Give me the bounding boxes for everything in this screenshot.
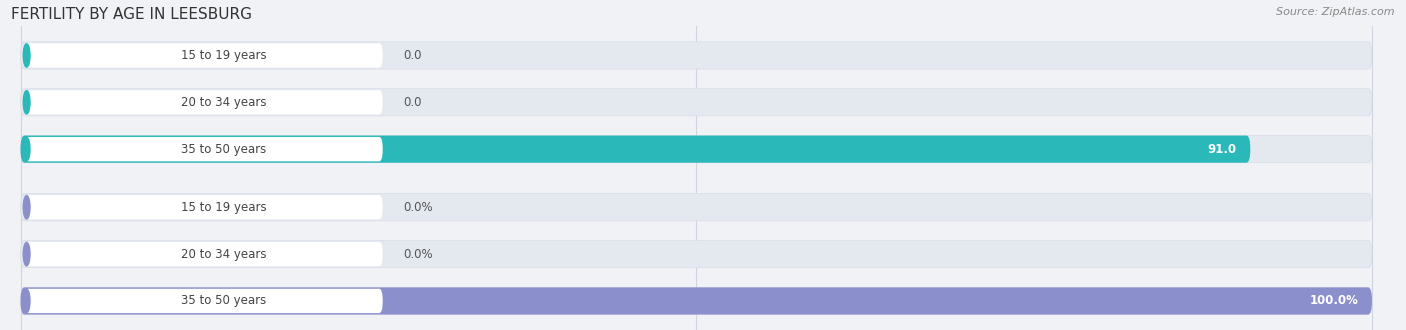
Text: 0.0%: 0.0% xyxy=(404,201,433,214)
Circle shape xyxy=(24,196,30,219)
Text: 0.0: 0.0 xyxy=(404,96,422,109)
Circle shape xyxy=(24,289,30,313)
FancyBboxPatch shape xyxy=(24,195,382,219)
Text: 100.0%: 100.0% xyxy=(1309,294,1358,308)
FancyBboxPatch shape xyxy=(21,42,1372,69)
Text: FERTILITY BY AGE IN LEESBURG: FERTILITY BY AGE IN LEESBURG xyxy=(11,7,252,21)
FancyBboxPatch shape xyxy=(21,136,1250,163)
FancyBboxPatch shape xyxy=(24,43,382,68)
Circle shape xyxy=(24,243,30,266)
FancyBboxPatch shape xyxy=(24,137,382,161)
FancyBboxPatch shape xyxy=(21,287,1372,314)
FancyBboxPatch shape xyxy=(21,194,1372,221)
Text: Source: ZipAtlas.com: Source: ZipAtlas.com xyxy=(1277,7,1395,16)
FancyBboxPatch shape xyxy=(24,242,382,266)
Text: 0.0: 0.0 xyxy=(404,49,422,62)
Text: 0.0%: 0.0% xyxy=(404,248,433,261)
FancyBboxPatch shape xyxy=(24,289,382,313)
Text: 91.0: 91.0 xyxy=(1208,143,1237,156)
Text: 20 to 34 years: 20 to 34 years xyxy=(181,96,267,109)
FancyBboxPatch shape xyxy=(21,241,1372,268)
FancyBboxPatch shape xyxy=(21,89,1372,116)
FancyBboxPatch shape xyxy=(21,287,1372,314)
Text: 35 to 50 years: 35 to 50 years xyxy=(181,294,267,308)
Circle shape xyxy=(24,138,30,161)
Text: 20 to 34 years: 20 to 34 years xyxy=(181,248,267,261)
Text: 15 to 19 years: 15 to 19 years xyxy=(181,49,267,62)
Text: 15 to 19 years: 15 to 19 years xyxy=(181,201,267,214)
Circle shape xyxy=(24,44,30,67)
Text: 35 to 50 years: 35 to 50 years xyxy=(181,143,267,156)
FancyBboxPatch shape xyxy=(24,90,382,115)
FancyBboxPatch shape xyxy=(21,136,1372,163)
Circle shape xyxy=(24,91,30,114)
